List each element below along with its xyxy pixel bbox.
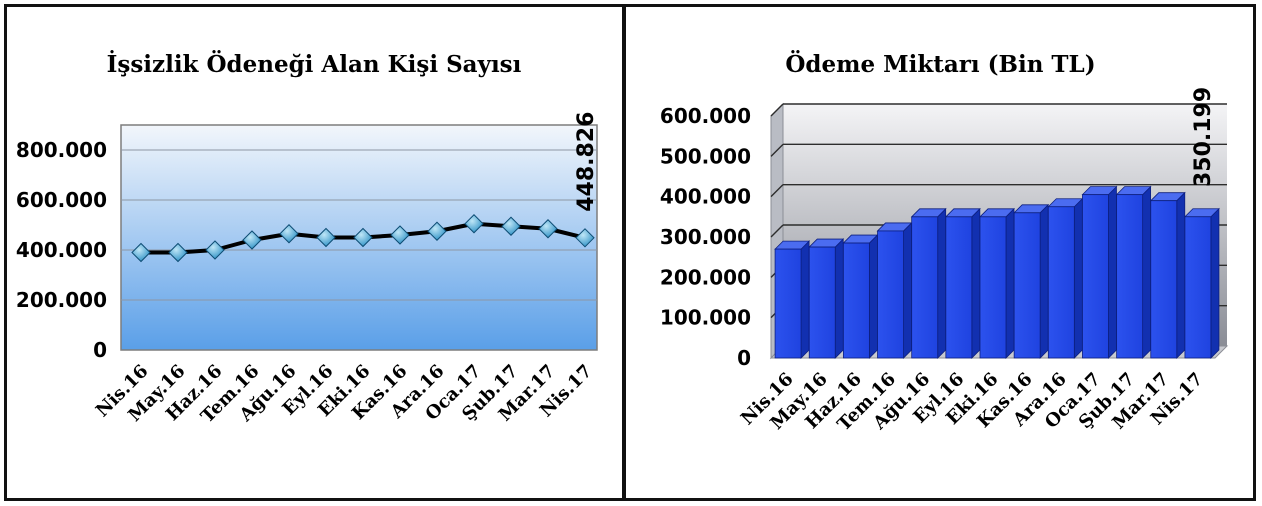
bar-side xyxy=(1210,207,1220,359)
bar-front xyxy=(1184,216,1212,359)
bar xyxy=(808,238,845,359)
y-tick-label: 400.000 xyxy=(660,185,751,209)
bar-front xyxy=(1047,206,1075,359)
bar-front xyxy=(1013,212,1041,359)
bar xyxy=(1115,185,1152,359)
data-point xyxy=(242,230,262,250)
bar-front xyxy=(1150,200,1178,359)
chart-title: Ödeme Miktarı (Bin TL) xyxy=(785,51,1096,78)
bar-front xyxy=(774,248,802,359)
data-point xyxy=(353,227,373,248)
data-point xyxy=(501,216,521,236)
bar xyxy=(1149,191,1186,359)
y-tick-label: 400.000 xyxy=(16,238,107,262)
gridline xyxy=(770,103,784,117)
bar-side xyxy=(1039,203,1049,359)
data-point xyxy=(168,242,188,263)
bar-side xyxy=(834,238,844,359)
bar xyxy=(842,234,879,359)
bar-front xyxy=(945,216,973,359)
bar-front xyxy=(979,216,1007,359)
bar xyxy=(910,207,947,359)
bar xyxy=(1081,185,1118,359)
data-point xyxy=(390,225,410,245)
chart-title: İşsizlik Ödeneği Alan Kişi Sayısı xyxy=(106,51,522,78)
bar xyxy=(1013,203,1050,359)
gridline xyxy=(770,184,784,198)
data-label: 350.199 xyxy=(1191,87,1216,187)
gridline xyxy=(770,224,784,238)
data-point xyxy=(427,221,447,241)
y-tick-label: 0 xyxy=(737,346,751,370)
y-tick-label: 0 xyxy=(93,338,107,362)
data-point xyxy=(538,219,558,239)
bar-side xyxy=(937,207,947,359)
bar xyxy=(774,240,811,359)
data-point xyxy=(279,224,299,244)
bar-chart: 0 100.000 200.000 300.000 400.000 500.000 600.… xyxy=(660,87,1229,435)
bar xyxy=(876,221,913,359)
line-chart: 0200.000400.000600.000800.000Nis.16May.1… xyxy=(16,112,599,428)
y-tick-label: 300.000 xyxy=(660,225,751,249)
line-chart-panel: İşsizlik Ödeneği Alan Kişi Sayısı 0 200.0… xyxy=(7,7,621,497)
data-point xyxy=(575,228,595,248)
bar-side xyxy=(903,221,912,359)
data-point xyxy=(316,227,336,248)
bar-side xyxy=(800,240,810,359)
bar-front xyxy=(911,216,939,359)
bar-front xyxy=(808,246,836,359)
bar xyxy=(1183,207,1220,359)
y-tick-label: 500.000 xyxy=(660,144,751,168)
bar-side xyxy=(1176,191,1186,359)
data-point xyxy=(464,214,484,234)
bar xyxy=(1047,197,1084,359)
bar xyxy=(944,207,981,359)
data-point xyxy=(205,240,225,260)
bar-front xyxy=(842,242,870,359)
data-label: 448.826 xyxy=(574,112,599,212)
bar-side xyxy=(1108,185,1117,359)
bar-side xyxy=(1005,207,1015,359)
gridline xyxy=(770,143,784,157)
bar-side xyxy=(868,234,878,359)
bar-chart-panel: Ödeme Miktarı (Bin TL) 0 100.000 200.000 30… xyxy=(627,7,1254,497)
bar-side xyxy=(1073,197,1083,359)
bar xyxy=(979,207,1015,359)
bar-side xyxy=(971,207,981,359)
panel-divider xyxy=(622,4,626,501)
y-tick-label: 600.000 xyxy=(660,104,751,128)
data-point xyxy=(131,242,151,263)
y-tick-label: 600.000 xyxy=(16,188,107,212)
bar-front xyxy=(877,230,904,359)
bar-front xyxy=(1116,194,1144,359)
y-tick-label: 100.000 xyxy=(660,306,751,330)
bar-side xyxy=(1142,185,1152,359)
y-tick-label: 200.000 xyxy=(660,265,751,289)
bar-front xyxy=(1082,194,1109,359)
y-tick-label: 800.000 xyxy=(16,138,107,162)
y-tick-label: 200.000 xyxy=(16,288,107,312)
